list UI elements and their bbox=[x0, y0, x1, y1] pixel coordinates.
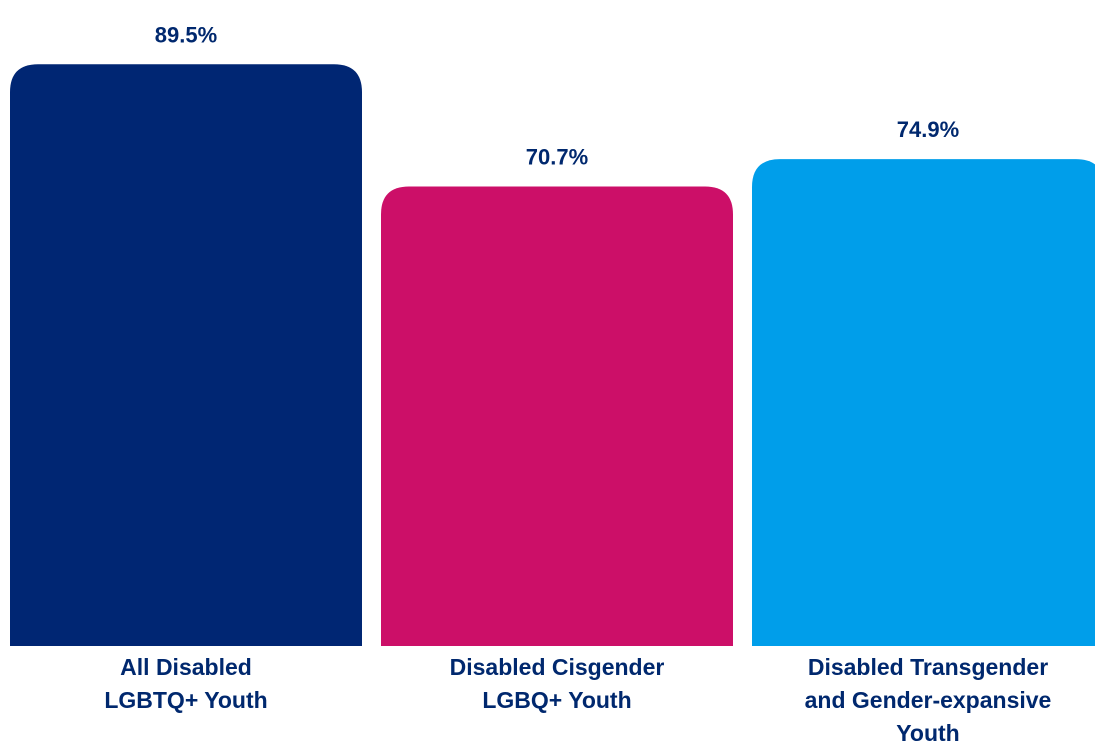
value-labels-group: 89.5% 70.7% 74.9% bbox=[155, 22, 959, 169]
category-label-line: Disabled Transgender bbox=[808, 654, 1048, 680]
bar-3 bbox=[752, 159, 1095, 646]
value-label-3: 74.9% bbox=[897, 117, 959, 142]
category-label-2: Disabled Cisgender LGBQ+ Youth bbox=[450, 654, 665, 713]
category-label-line: Disabled Cisgender bbox=[450, 654, 665, 680]
bars-group bbox=[10, 64, 1095, 646]
bar-2 bbox=[381, 186, 733, 646]
bar-1 bbox=[10, 64, 362, 646]
category-label-1: All Disabled LGBTQ+ Youth bbox=[104, 654, 267, 713]
value-label-2: 70.7% bbox=[526, 144, 588, 169]
category-label-line: LGBTQ+ Youth bbox=[104, 687, 267, 713]
category-label-line: and Gender-expansive bbox=[805, 687, 1052, 713]
value-label-1: 89.5% bbox=[155, 22, 217, 47]
category-labels-group: All Disabled LGBTQ+ Youth Disabled Cisgend… bbox=[104, 654, 1051, 744]
category-label-line: All Disabled bbox=[120, 654, 252, 680]
category-label-line: Youth bbox=[896, 720, 959, 744]
category-label-line: LGBQ+ Youth bbox=[482, 687, 631, 713]
category-label-3: Disabled Transgender and Gender-expansive… bbox=[805, 654, 1052, 744]
